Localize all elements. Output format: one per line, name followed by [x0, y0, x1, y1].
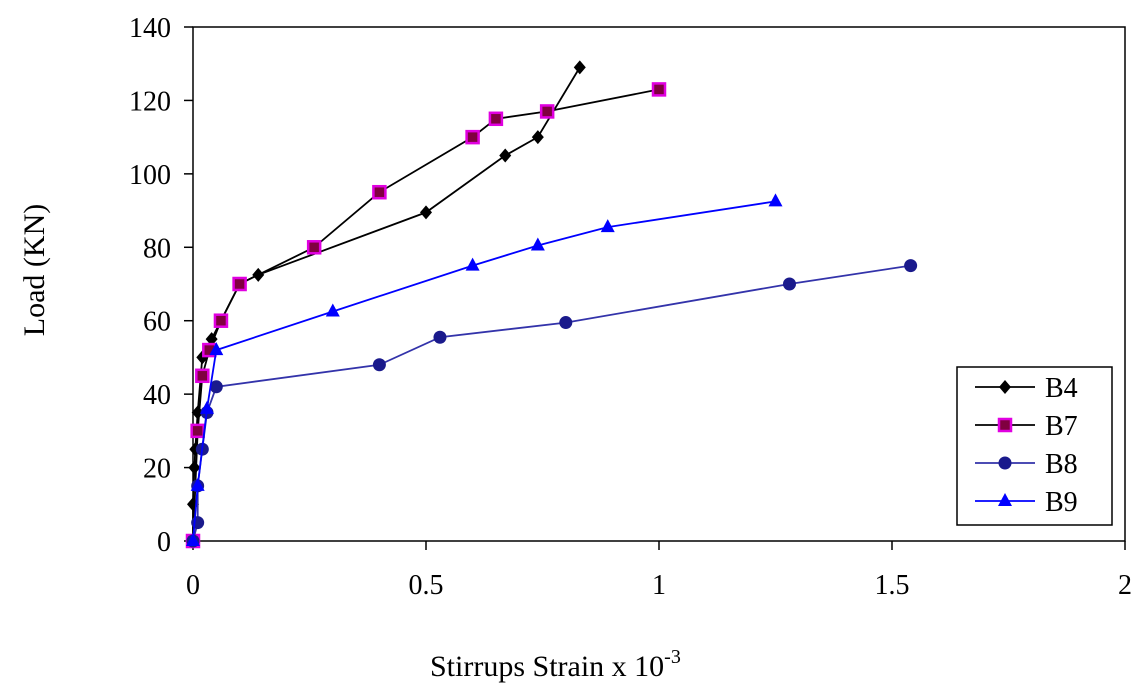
data-point-b9: [600, 219, 615, 233]
series-b4: [187, 60, 586, 548]
data-point-b4: [499, 148, 512, 163]
legend-item-b8: B8: [975, 449, 1078, 480]
legend-item-b9: B9: [975, 487, 1078, 518]
series-line-b4: [192, 66, 581, 541]
data-point-b8: [782, 277, 796, 291]
data-point-b9: [199, 400, 214, 414]
data-point-b4: [420, 205, 432, 220]
y-tick-label: 120: [129, 86, 171, 117]
data-point-b9: [530, 237, 545, 251]
data-point-b7: [465, 129, 480, 145]
y-tick-label: 0: [157, 527, 171, 558]
y-tick-label: 80: [143, 233, 171, 264]
legend: B4 B7 B8 B9: [956, 366, 1113, 526]
x-axis-title-superscript: -3: [664, 646, 681, 668]
legend-marker-b4: [999, 380, 1011, 394]
data-point-b8: [372, 358, 386, 372]
x-tick-label: 0: [186, 570, 200, 601]
data-point-b7: [213, 313, 229, 328]
y-tick-label: 100: [129, 160, 171, 191]
legend-items: B4 B7 B8 B9: [975, 373, 1078, 518]
legend-label: B8: [1045, 449, 1078, 480]
data-point-b8: [191, 516, 205, 530]
data-point-b9: [190, 477, 205, 491]
legend-label: B9: [1045, 487, 1078, 518]
data-point-b9: [186, 533, 200, 546]
data-point-b7: [195, 368, 210, 384]
series-line-b9: [192, 200, 776, 542]
data-point-b7: [488, 111, 504, 127]
data-point-b8: [904, 259, 918, 273]
legend-box: [956, 366, 1113, 526]
series-layer: [185, 60, 918, 549]
series-line-b7: [192, 88, 660, 542]
data-point-b4: [573, 60, 586, 75]
data-point-b7: [190, 423, 205, 439]
y-tick-label: 40: [143, 380, 171, 411]
legend-label: B4: [1045, 373, 1078, 404]
legend-marker-b8: [998, 456, 1012, 470]
data-point-b9: [465, 257, 480, 271]
y-axis-title: Load (KN): [18, 204, 51, 336]
data-point-b8: [559, 316, 573, 330]
axis-ticks: 0 20 40 60 80 100 120 140 0 0.5 1 1.5 2: [129, 13, 1132, 601]
legend-label: B7: [1045, 411, 1078, 442]
data-point-b9: [209, 342, 224, 356]
data-point-b7: [651, 82, 667, 97]
x-tick-label: 1: [652, 570, 666, 601]
series-b9: [186, 193, 783, 546]
legend-item-b4: B4: [975, 373, 1078, 404]
data-point-b9: [768, 193, 783, 207]
legend-item-b7: B7: [975, 411, 1078, 442]
y-tick-label: 60: [143, 307, 171, 338]
x-tick-label: 2: [1118, 570, 1132, 601]
data-point-b9: [325, 303, 340, 317]
data-point-b4: [188, 460, 201, 475]
y-tick-label: 20: [143, 454, 171, 485]
x-tick-label: 0.5: [409, 570, 444, 601]
series-b7: [185, 82, 667, 549]
data-point-b7: [539, 104, 555, 119]
data-point-b7: [306, 240, 322, 255]
series-line-b8: [192, 264, 911, 542]
y-tick-label: 140: [129, 13, 171, 44]
data-point-b7: [372, 184, 387, 200]
legend-marker-b9: [998, 493, 1012, 506]
data-point-b4: [531, 130, 544, 145]
x-axis-title: Stirrups Strain x 10-3: [430, 646, 681, 683]
legend-marker-b7: [997, 417, 1013, 433]
data-point-b4: [191, 405, 204, 420]
data-point-b8: [209, 380, 223, 394]
x-tick-label: 1.5: [875, 570, 910, 601]
series-b8: [186, 259, 918, 548]
data-point-b8: [433, 330, 447, 344]
x-axis-title-main: Stirrups Strain x 10: [430, 650, 664, 683]
data-point-b7: [232, 276, 247, 292]
